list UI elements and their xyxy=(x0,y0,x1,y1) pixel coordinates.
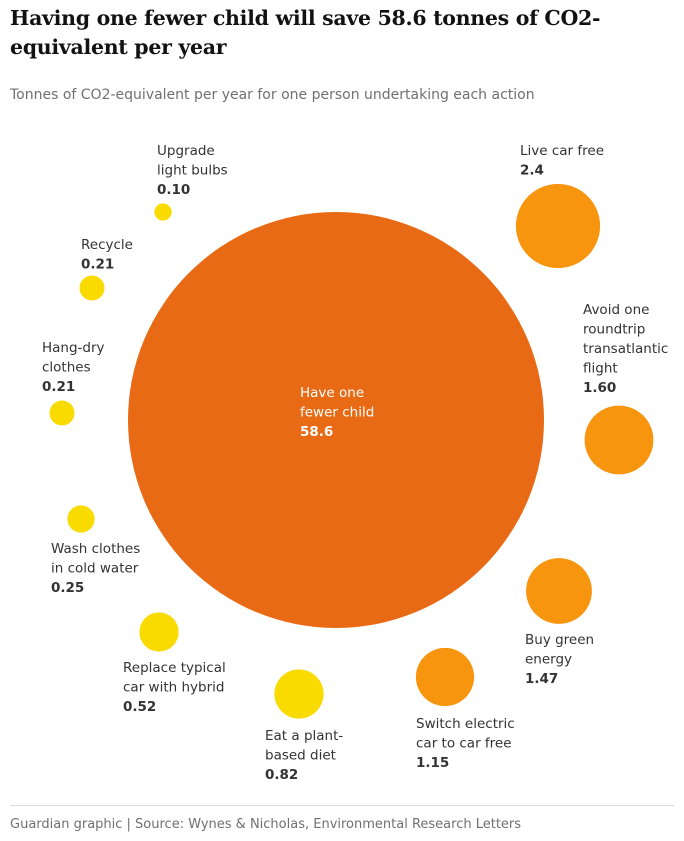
bubble-group: Avoid one roundtrip transatlantic flight 1.6… xyxy=(583,302,668,475)
bubble-label: Avoid one roundtrip transatlantic flight 1.6… xyxy=(583,302,668,396)
bubble-label-line: Live car free xyxy=(520,143,604,159)
bubble-label: Wash clothes in cold water 0.25 xyxy=(51,541,140,596)
chart-title: Having one fewer child will save 58.6 to… xyxy=(10,6,601,59)
bubble-label: Recycle 0.21 xyxy=(81,237,133,273)
bubble-label: Hang-dry clothes 0.21 xyxy=(42,340,105,395)
bubble-label-line: Wash clothes xyxy=(51,541,140,557)
bubble-label-line: in cold water xyxy=(51,561,139,577)
bubble-label-line: flight xyxy=(583,361,618,377)
bubble-label-line: clothes xyxy=(42,360,91,376)
bubble-label: Switch electric car to car free 1.15 xyxy=(416,716,515,771)
bubble-value: 0.21 xyxy=(81,257,114,273)
bubble xyxy=(274,669,324,719)
bubble-label: Replace typical car with hybrid 0.52 xyxy=(123,660,226,715)
bubble-group: Buy green energy 1.47 xyxy=(525,558,594,687)
bubble-label-line: Upgrade xyxy=(157,143,215,159)
bubble xyxy=(584,405,654,475)
bubble xyxy=(415,647,475,707)
bubble-label-line: Avoid one xyxy=(583,302,649,318)
bubble xyxy=(128,212,544,628)
bubble-label-line: car to car free xyxy=(416,736,512,752)
bubble-group: Switch electric car to car free 1.15 xyxy=(415,647,515,771)
bubble-label-line: car with hybrid xyxy=(123,680,224,696)
bubble-group: Have one fewer child 58.6 xyxy=(128,212,544,628)
bubble-label-line: Switch electric xyxy=(416,716,515,732)
bubble-label-line: Buy green xyxy=(525,632,594,648)
bubble xyxy=(67,505,95,533)
bubble-group: Live car free 2.4 xyxy=(515,143,604,269)
bubble-label-line: Recycle xyxy=(81,237,133,253)
bubble-value: 0.82 xyxy=(265,767,298,783)
bubble-value: 0.52 xyxy=(123,699,156,715)
bubble-label: Eat a plant-based diet 0.82 xyxy=(265,728,343,783)
bubble-group: Hang-dry clothes 0.21 xyxy=(42,340,105,426)
bubble-label: Have one fewer child 58.6 xyxy=(300,385,374,440)
bubble xyxy=(526,558,592,624)
bubble-value: 1.47 xyxy=(525,671,558,687)
bubble-label-line: Replace typical xyxy=(123,660,226,676)
bubble-value: 1.15 xyxy=(416,755,449,771)
bubble-label-line: fewer child xyxy=(300,405,374,421)
bubble-value: 2.4 xyxy=(520,163,544,179)
bubble-label-line: Eat a plant- xyxy=(265,728,343,744)
bubble xyxy=(49,400,75,426)
bubble-label-line: light bulbs xyxy=(157,163,228,179)
bubble xyxy=(79,275,105,301)
bubble-group: Replace typical car with hybrid 0.52 xyxy=(123,612,226,715)
bubble-label-line: Hang-dry xyxy=(42,340,105,356)
footer-divider xyxy=(10,805,674,806)
bubble xyxy=(515,183,601,269)
bubble-label: Upgrade light bulbs 0.10 xyxy=(157,143,228,198)
bubble-label-line: roundtrip xyxy=(583,322,645,338)
bubble-label: Live car free 2.4 xyxy=(520,143,604,179)
bubble-group: Upgrade light bulbs 0.10 xyxy=(154,143,228,221)
bubble-label-line: energy xyxy=(525,652,572,668)
bubble-group: Eat a plant-based diet 0.82 xyxy=(265,669,343,783)
bubble-label-line: Have one xyxy=(300,385,364,401)
bubble-value: 58.6 xyxy=(300,424,333,440)
bubble-value: 0.25 xyxy=(51,580,84,596)
bubble-label: Buy green energy 1.47 xyxy=(525,632,594,687)
bubble-label-line: based diet xyxy=(265,748,336,764)
bubble-group: Wash clothes in cold water 0.25 xyxy=(51,505,140,596)
bubble xyxy=(139,612,179,652)
bubble-value: 1.60 xyxy=(583,380,616,396)
bubble-value: 0.21 xyxy=(42,379,75,395)
bubble-value: 0.10 xyxy=(157,182,190,198)
bubble-group: Recycle 0.21 xyxy=(79,237,133,301)
bubble xyxy=(154,203,172,221)
bubble-label-line: transatlantic xyxy=(583,341,668,357)
source-credit: Guardian graphic | Source: Wynes & Nicho… xyxy=(10,817,522,832)
chart-subtitle: Tonnes of CO2-equivalent per year for on… xyxy=(10,87,535,103)
